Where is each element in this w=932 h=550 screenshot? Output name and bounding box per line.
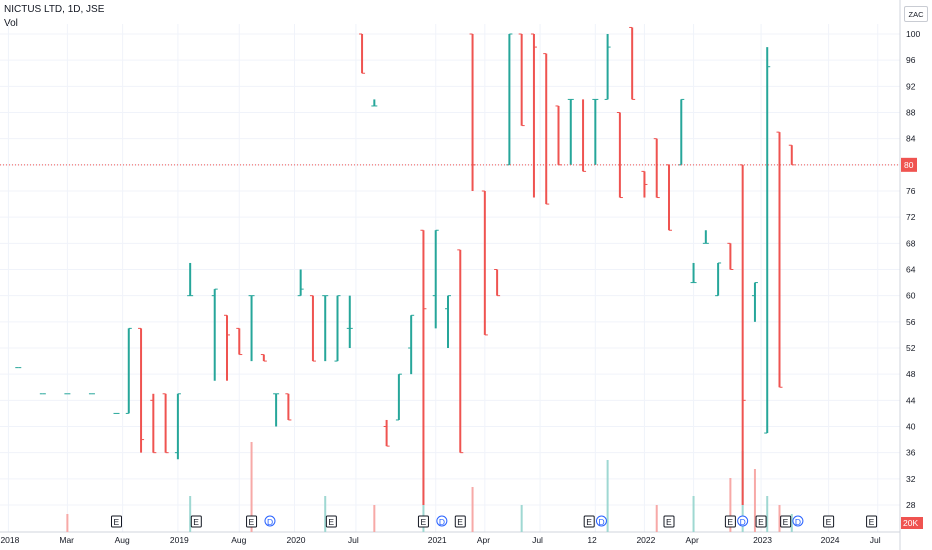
earnings-marker bbox=[325, 515, 337, 528]
x-tick-label: Mar bbox=[59, 535, 74, 545]
volume-bar bbox=[250, 442, 253, 532]
earnings-marker-label: E bbox=[457, 517, 463, 527]
currency-selector[interactable]: ZAC bbox=[904, 6, 928, 22]
y-tick-label: 44 bbox=[906, 395, 916, 405]
x-tick-label: 2018 bbox=[0, 535, 19, 545]
earnings-marker-label: E bbox=[420, 517, 426, 527]
volume-bar bbox=[471, 487, 474, 532]
x-tick-label: 2019 bbox=[170, 535, 189, 545]
earnings-marker-label: E bbox=[114, 517, 120, 527]
volume-bar bbox=[790, 514, 793, 532]
volume-tag bbox=[901, 517, 923, 529]
y-tick-label: 72 bbox=[906, 212, 916, 222]
y-tick-label: 92 bbox=[906, 81, 916, 91]
earnings-marker bbox=[190, 515, 202, 528]
earnings-marker bbox=[866, 515, 878, 528]
volume-bar bbox=[373, 505, 376, 532]
x-tick-label: 2020 bbox=[287, 535, 306, 545]
volume-bar bbox=[324, 496, 327, 532]
x-tick-label: Aug bbox=[231, 535, 246, 545]
dividend-marker-label: D bbox=[439, 517, 445, 527]
earnings-marker bbox=[583, 515, 595, 528]
x-tick-label: Jul bbox=[348, 535, 359, 545]
y-tick-label: 76 bbox=[906, 186, 916, 196]
y-tick-label: 60 bbox=[906, 291, 916, 301]
volume-label: Vol bbox=[4, 18, 18, 29]
dividend-marker bbox=[264, 515, 276, 527]
earnings-marker bbox=[246, 515, 258, 528]
earnings-marker bbox=[780, 515, 792, 528]
y-tick-label: 32 bbox=[906, 474, 916, 484]
dividend-marker-label: D bbox=[267, 517, 273, 527]
earnings-marker bbox=[755, 515, 767, 528]
y-tick-label: 96 bbox=[906, 55, 916, 65]
y-tick-label: 52 bbox=[906, 343, 916, 353]
volume-bar bbox=[753, 469, 756, 532]
volume-bar bbox=[766, 496, 769, 532]
y-tick-label: 68 bbox=[906, 238, 916, 248]
dividend-marker bbox=[595, 515, 607, 527]
earnings-marker-label: E bbox=[783, 517, 789, 527]
volume-bar bbox=[606, 460, 609, 532]
volume-bar bbox=[189, 496, 192, 532]
x-tick-label: Aug bbox=[115, 535, 130, 545]
y-tick-label: 56 bbox=[906, 317, 916, 327]
y-tick-label: 64 bbox=[906, 265, 916, 275]
y-tick-label: 88 bbox=[906, 108, 916, 118]
x-tick-label: 2022 bbox=[636, 535, 655, 545]
volume-bar bbox=[520, 505, 523, 532]
y-tick-label: 40 bbox=[906, 422, 916, 432]
x-tick-label: 2021 bbox=[428, 535, 447, 545]
dividend-marker bbox=[792, 515, 804, 527]
x-tick-label: Apr bbox=[477, 535, 490, 545]
y-tick-label: 28 bbox=[906, 500, 916, 510]
x-tick-label: 2023 bbox=[753, 535, 772, 545]
earnings-marker-label: E bbox=[193, 517, 199, 527]
volume-bar bbox=[655, 505, 658, 532]
earnings-marker-label: E bbox=[586, 517, 592, 527]
earnings-marker bbox=[724, 515, 736, 528]
earnings-marker-label: E bbox=[826, 517, 832, 527]
dividend-marker bbox=[737, 515, 749, 527]
volume-bar bbox=[778, 505, 781, 532]
earnings-marker bbox=[823, 515, 835, 528]
y-tick-label: 84 bbox=[906, 134, 916, 144]
last-price-label: 80 bbox=[904, 160, 914, 170]
x-tick-label: Jul bbox=[532, 535, 543, 545]
chart-title: NICTUS LTD, 1D, JSE bbox=[4, 4, 105, 15]
earnings-marker bbox=[111, 515, 122, 528]
earnings-marker-label: E bbox=[249, 517, 255, 527]
x-tick-label: 12 bbox=[587, 535, 597, 545]
y-tick-label: 48 bbox=[906, 369, 916, 379]
y-tick-label: 36 bbox=[906, 448, 916, 458]
dividend-marker-label: D bbox=[795, 517, 801, 527]
earnings-marker-label: E bbox=[758, 517, 764, 527]
last-price-tag bbox=[901, 157, 917, 172]
earnings-marker bbox=[663, 515, 675, 528]
volume-bar bbox=[66, 514, 69, 532]
volume-bar bbox=[729, 478, 732, 532]
earnings-marker bbox=[454, 515, 466, 528]
earnings-marker-label: E bbox=[666, 517, 672, 527]
y-tick-label: 100 bbox=[906, 29, 920, 39]
dividend-marker-label: D bbox=[740, 517, 746, 527]
earnings-marker bbox=[417, 515, 429, 528]
volume-tag-label: 20K bbox=[903, 518, 918, 528]
earnings-marker-label: E bbox=[727, 517, 733, 527]
dividend-marker-label: D bbox=[598, 517, 604, 527]
volume-bar bbox=[692, 496, 695, 532]
x-tick-label: Jul bbox=[870, 535, 881, 545]
x-tick-label: 2024 bbox=[821, 535, 840, 545]
earnings-marker-label: E bbox=[328, 517, 334, 527]
x-tick-label: Apr bbox=[686, 535, 699, 545]
earnings-marker-label: E bbox=[869, 517, 875, 527]
dividend-marker bbox=[436, 515, 448, 527]
